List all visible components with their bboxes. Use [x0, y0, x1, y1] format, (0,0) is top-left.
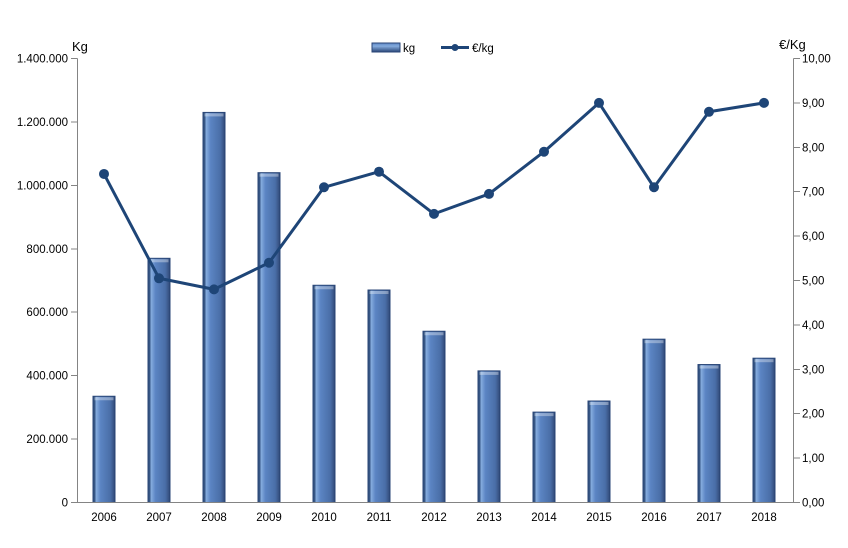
bar-top-highlight [424, 332, 444, 336]
right-axis-title: €/Kg [779, 37, 806, 52]
x-axis-label-2018: 2018 [751, 512, 777, 524]
left-axis-tick-label: 600.000 [26, 307, 68, 319]
point-2013 [484, 188, 494, 199]
axis-tick-labels: 1.400.000 1.200.000 1.000.000 800.000 600.00… [17, 54, 831, 525]
right-axis-tick-label: 3,00 [802, 364, 824, 376]
point-2010 [319, 182, 329, 193]
bar-2015 [587, 400, 611, 503]
x-axis-label-2017: 2017 [696, 512, 722, 524]
right-axis-tick-label: 9,00 [802, 98, 824, 110]
bar-2016 [642, 338, 666, 503]
x-axis-label-2010: 2010 [311, 512, 337, 524]
left-axis-tick-label: 1.400.000 [17, 54, 68, 66]
legend-bar-swatch-icon [371, 42, 401, 53]
point-2009 [264, 257, 274, 268]
point-2016 [649, 182, 659, 193]
bar-2013 [477, 370, 501, 503]
bar-top-highlight [534, 413, 554, 417]
point-2011 [374, 166, 384, 177]
point-2014 [539, 146, 549, 157]
bar-2014 [532, 411, 556, 503]
bar-top-highlight [699, 365, 719, 369]
legend-item-kg: kg [371, 42, 415, 55]
bar-top-highlight [259, 173, 279, 177]
legend-line-marker-icon [451, 44, 459, 51]
left-axis-tick-label: 200.000 [26, 434, 68, 446]
x-axis-label-2014: 2014 [531, 512, 557, 524]
legend-item-eur-per-kg: €/kg [441, 43, 494, 55]
left-axis-tick-label: 0 [62, 498, 68, 510]
x-axis-label-2013: 2013 [476, 512, 502, 524]
x-axis-label-2008: 2008 [201, 512, 227, 524]
bar-2008 [202, 111, 226, 504]
bar-top-highlight [94, 397, 114, 401]
bar-top-highlight [644, 340, 664, 344]
point-2012 [429, 208, 439, 219]
bar-top-highlight [149, 259, 169, 263]
right-axis-tick-label: 8,00 [802, 142, 824, 154]
bar-2006 [92, 395, 116, 503]
right-axis-tick-label: 5,00 [802, 276, 824, 288]
bar-top-highlight [589, 402, 609, 406]
point-2018 [759, 97, 769, 108]
point-2008 [209, 284, 219, 295]
bar-2017 [697, 364, 721, 503]
bar-top-highlight [479, 371, 499, 375]
point-2017 [704, 106, 714, 117]
right-axis-tick-label: 6,00 [802, 231, 824, 243]
bar-2012 [422, 330, 446, 503]
bar-2010 [312, 284, 336, 503]
line-series-eur-per-kg [99, 97, 769, 295]
legend-label-kg: kg [403, 43, 415, 55]
bar-2007 [147, 257, 171, 503]
axes [71, 58, 800, 503]
right-axis-tick-label: 10,00 [802, 54, 831, 66]
x-axis-label-2016: 2016 [641, 512, 667, 524]
right-axis-tick-label: 0,00 [802, 498, 824, 510]
right-axis-tick-label: 2,00 [802, 409, 824, 421]
point-2006 [99, 168, 109, 179]
left-axis-tick-label: 800.000 [26, 244, 68, 256]
right-axis-tick-label: 4,00 [802, 320, 824, 332]
bar-top-highlight [754, 359, 774, 363]
left-axis-tick-label: 1.000.000 [17, 180, 68, 192]
x-axis-label-2009: 2009 [256, 512, 282, 524]
point-2007 [154, 273, 164, 284]
x-axis-label-2011: 2011 [367, 512, 392, 524]
x-axis-label-2006: 2006 [91, 512, 117, 524]
legend-label-eur-per-kg: €/kg [472, 43, 494, 55]
left-axis-tick-label: 400.000 [26, 371, 68, 383]
right-axis-tick-label: 7,00 [802, 187, 824, 199]
bar-top-highlight [204, 113, 224, 117]
bar-2009 [257, 172, 281, 504]
bar-2018 [752, 357, 776, 504]
left-axis-tick-label: 1.200.000 [17, 117, 68, 129]
bar-series-kg [92, 111, 776, 504]
bar-2011 [367, 289, 391, 503]
left-axis-title: Kg [72, 39, 88, 54]
x-axis-label-2012: 2012 [421, 512, 447, 524]
bar-top-highlight [369, 291, 389, 295]
x-axis-label-2007: 2007 [146, 512, 172, 524]
bar-top-highlight [314, 286, 334, 290]
right-axis-tick-label: 1,00 [802, 453, 824, 465]
x-axis-label-2015: 2015 [586, 512, 612, 524]
point-2015 [594, 97, 604, 108]
legend: kg €/kg [371, 42, 494, 55]
